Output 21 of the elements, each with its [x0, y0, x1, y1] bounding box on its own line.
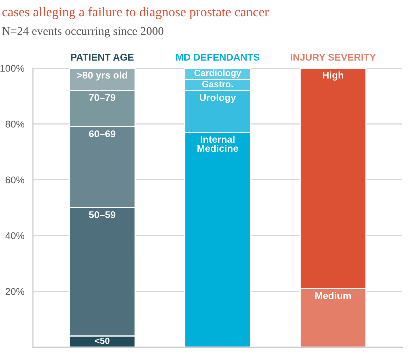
y-tick-label: 40% — [6, 232, 25, 240]
series-label: Internal Medicine — [198, 136, 238, 152]
series-label: Urology — [200, 94, 236, 104]
series-label: 60–69 — [89, 130, 116, 138]
series-label: Medium — [316, 292, 352, 300]
series-label: <50 — [95, 338, 110, 344]
series-label: 70–79 — [89, 94, 116, 102]
series-label: 50–59 — [89, 212, 116, 218]
x-tick-label: PATIENT AGE — [71, 54, 134, 61]
y-tick-label: 60% — [6, 176, 25, 184]
x-tick-label: MD DEFENDANTS — [176, 54, 260, 61]
chart-title: cases alleging a failure to diagnose prostate cancer — [2, 7, 270, 20]
y-tick-label: 80% — [6, 120, 25, 128]
series-label: Gastro. — [202, 81, 234, 88]
x-tick-label: INJURY SEVERITY — [290, 54, 376, 61]
y-tick-label: 100% — [0, 65, 25, 72]
y-tick-label: 20% — [6, 288, 25, 296]
series-label: >80 yrs old — [77, 72, 128, 81]
series-label: High — [323, 72, 344, 81]
series-label: Cardiology — [194, 70, 242, 78]
chart-subtitle: N=24 events occurring since 2000 — [2, 27, 164, 38]
